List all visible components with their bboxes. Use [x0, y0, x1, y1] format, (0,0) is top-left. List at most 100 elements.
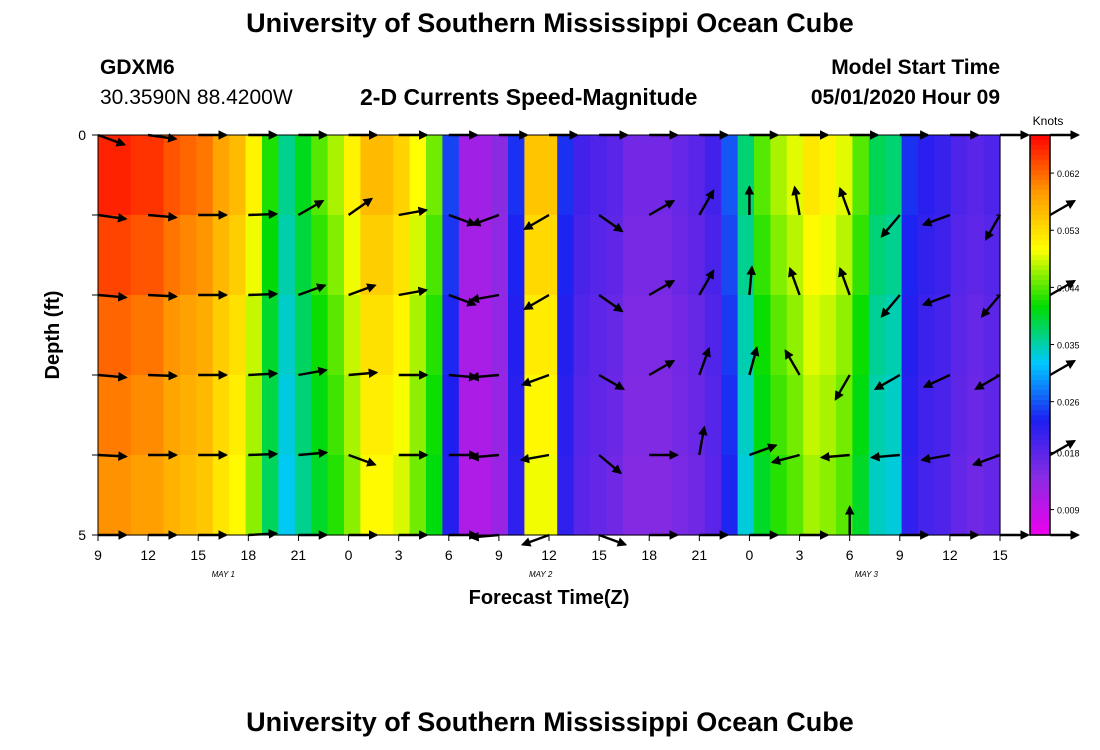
- heatmap-cell: [278, 295, 296, 376]
- heatmap-cell: [294, 295, 312, 376]
- current-arrow: [648, 359, 676, 377]
- heatmap-cell: [573, 215, 591, 296]
- heatmap-cell: [901, 135, 919, 216]
- heatmap-cell: [885, 135, 903, 216]
- heatmap-cell: [737, 215, 755, 296]
- colorbar-cell: [1030, 510, 1050, 516]
- heatmap-cell: [754, 295, 771, 376]
- colorbar-cell: [1030, 525, 1050, 531]
- heatmap-cell: [967, 215, 985, 296]
- x-tick-label: 0: [746, 547, 754, 563]
- heatmap-cell: [655, 135, 673, 216]
- heatmap-cell: [130, 135, 148, 216]
- heatmap-cell: [934, 135, 952, 216]
- current-arrow: [648, 199, 676, 217]
- colorbar-cell: [1030, 460, 1050, 466]
- colorbar-tick-label: 0.018: [1057, 448, 1080, 458]
- heatmap-cell: [983, 375, 1001, 456]
- heatmap-cell: [262, 215, 279, 296]
- heatmap-cell: [639, 295, 657, 376]
- colorbar-cell: [1030, 390, 1050, 396]
- heatmap-cell: [491, 375, 509, 456]
- heatmap-cell: [655, 215, 673, 296]
- colorbar-cell: [1030, 475, 1050, 481]
- heatmap-cell: [901, 375, 919, 456]
- heatmap-cell: [770, 375, 788, 456]
- current-arrow: [97, 371, 128, 382]
- heatmap-cell: [491, 455, 509, 536]
- colorbar-cell: [1030, 300, 1050, 306]
- heatmap-cell: [344, 455, 361, 536]
- heatmap-cell: [212, 135, 230, 216]
- heatmap-cell: [901, 215, 919, 296]
- heatmap-cell: [442, 215, 460, 296]
- heatmap-cell: [557, 375, 575, 456]
- heatmap-cell: [508, 375, 525, 456]
- heatmap-cell: [737, 455, 755, 536]
- heatmap-cell: [458, 455, 476, 536]
- heatmap-cell: [590, 295, 607, 376]
- heatmap-cell: [950, 455, 968, 536]
- heatmap-cell: [622, 455, 640, 536]
- heatmap-cell: [868, 455, 886, 536]
- heatmap-cell: [622, 135, 640, 216]
- y-axis-label: Depth (ft): [42, 291, 64, 380]
- heatmap-cell: [262, 135, 279, 216]
- colorbar-cell: [1030, 440, 1050, 446]
- heatmap-cell: [852, 215, 870, 296]
- current-arrow: [347, 197, 374, 216]
- heatmap-cell: [967, 455, 985, 536]
- heatmap-cell: [180, 295, 197, 376]
- heatmap-cell: [409, 455, 427, 536]
- heatmap-cell: [508, 455, 525, 536]
- current-arrow: [398, 206, 429, 217]
- colorbar-cell: [1030, 135, 1050, 141]
- heatmap-cell: [426, 215, 443, 296]
- x-tick-label: 21: [291, 547, 307, 563]
- current-arrow: [971, 453, 1001, 467]
- heatmap-cell: [934, 295, 952, 376]
- colorbar-tick-label: 0.062: [1057, 169, 1080, 179]
- heatmap-cell: [426, 455, 443, 536]
- heatmap-cell: [524, 135, 542, 216]
- current-arrow: [297, 283, 327, 297]
- x-tick-label: 9: [896, 547, 904, 563]
- colorbar-cell: [1030, 470, 1050, 476]
- current-arrow: [248, 289, 279, 300]
- heatmap-cell: [163, 215, 181, 296]
- heatmap-cell: [967, 135, 985, 216]
- colorbar-cell: [1030, 345, 1050, 351]
- current-arrow: [469, 293, 500, 304]
- colorbar-cell: [1030, 160, 1050, 166]
- colorbar-cell: [1030, 145, 1050, 151]
- heatmap-cell: [491, 135, 509, 216]
- heatmap-cell: [196, 135, 214, 216]
- colorbar-cell: [1030, 415, 1050, 421]
- heatmap-cell: [245, 135, 263, 216]
- footer-title: University of Southern Mississippi Ocean…: [246, 707, 854, 737]
- heatmap-cell: [311, 455, 329, 536]
- heatmap-cell: [655, 455, 673, 536]
- heatmap-cell: [672, 295, 689, 376]
- current-arrow: [1049, 439, 1077, 457]
- heatmap-cell: [852, 135, 870, 216]
- colorbar-cell: [1030, 435, 1050, 441]
- heatmap-cell: [475, 295, 493, 376]
- heatmap-cell: [196, 295, 214, 376]
- current-arrow: [97, 213, 128, 223]
- current-arrow: [698, 346, 711, 376]
- current-arrow: [921, 213, 951, 227]
- heatmap-cell: [245, 295, 263, 376]
- heatmap-cell: [557, 455, 575, 536]
- heatmap-cell: [360, 295, 378, 376]
- product-name: 2-D Currents Speed-Magnitude: [360, 84, 698, 110]
- colorbar-cell: [1030, 230, 1050, 236]
- heatmap-cell: [229, 215, 247, 296]
- colorbar-cell: [1030, 405, 1050, 411]
- heatmap-cell: [327, 375, 345, 456]
- heatmap-cell: [278, 135, 296, 216]
- colorbar-cell: [1030, 275, 1050, 281]
- x-tick-label: 6: [445, 547, 453, 563]
- heatmap-cell: [376, 375, 394, 456]
- heatmap-cell: [803, 215, 821, 296]
